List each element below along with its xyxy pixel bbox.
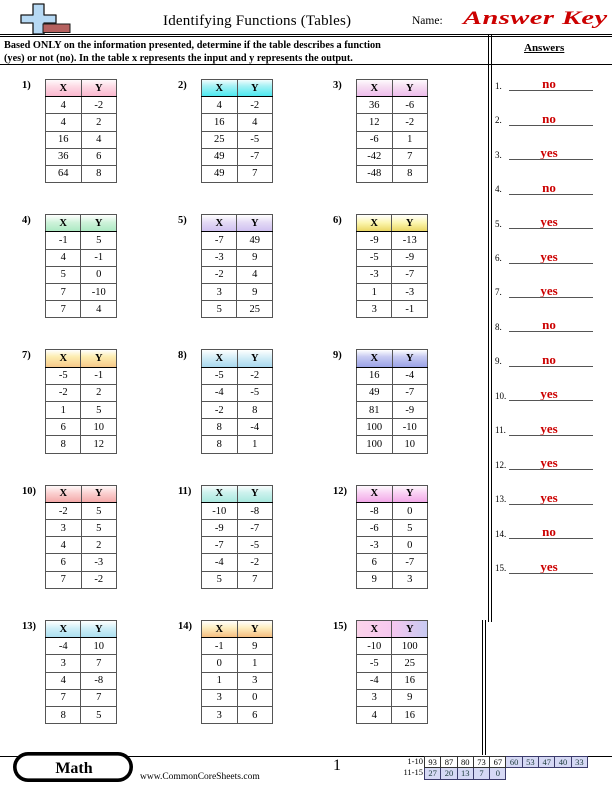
- svg-text:Math: Math: [55, 760, 92, 777]
